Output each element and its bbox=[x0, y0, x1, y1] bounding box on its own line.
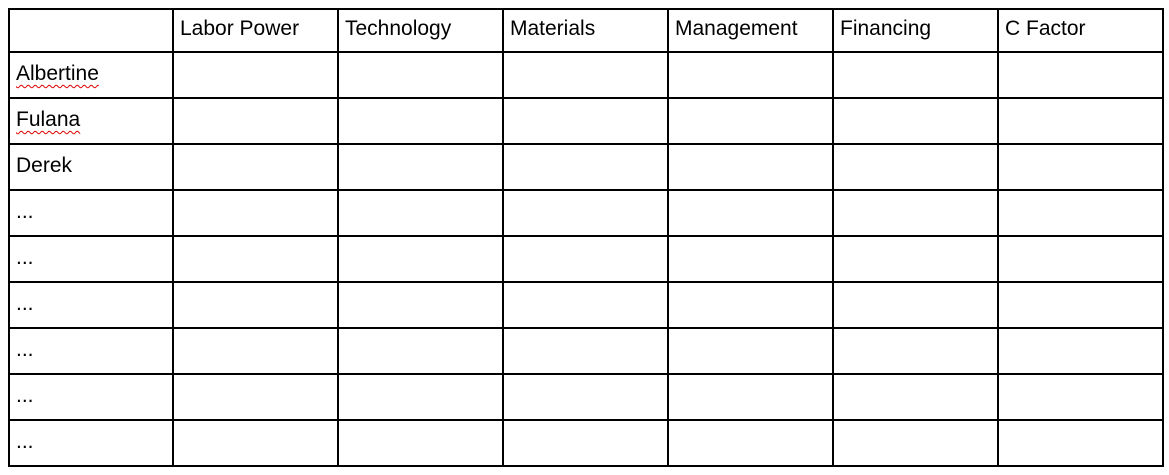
data-cell[interactable] bbox=[667, 51, 834, 99]
data-cell[interactable] bbox=[997, 327, 1164, 375]
data-cell[interactable] bbox=[502, 51, 669, 99]
data-cell[interactable] bbox=[997, 51, 1164, 99]
data-cell[interactable] bbox=[337, 235, 504, 283]
header-cell-management[interactable]: Management bbox=[667, 8, 834, 53]
data-cell[interactable] bbox=[667, 143, 834, 191]
data-cell[interactable] bbox=[172, 51, 339, 99]
data-cell[interactable] bbox=[997, 143, 1164, 191]
data-cell[interactable] bbox=[997, 419, 1164, 467]
data-cell[interactable] bbox=[502, 143, 669, 191]
row-label-cell[interactable]: ... bbox=[8, 373, 174, 421]
data-cell[interactable] bbox=[172, 235, 339, 283]
data-cell[interactable] bbox=[337, 281, 504, 329]
row-label-text: ... bbox=[16, 430, 34, 453]
row-label-text: ... bbox=[16, 338, 34, 361]
row-label-cell[interactable]: ... bbox=[8, 281, 174, 329]
header-cell-financing[interactable]: Financing bbox=[832, 8, 999, 53]
data-cell[interactable] bbox=[667, 189, 834, 237]
row-label-cell[interactable]: ... bbox=[8, 189, 174, 237]
data-cell[interactable] bbox=[667, 97, 834, 145]
header-cell-c-factor[interactable]: C Factor bbox=[997, 8, 1164, 53]
row-label-text: Fulana bbox=[16, 108, 81, 131]
data-cell[interactable] bbox=[667, 373, 834, 421]
row-label-text: ... bbox=[16, 384, 34, 407]
data-cell[interactable] bbox=[502, 327, 669, 375]
data-cell[interactable] bbox=[997, 373, 1164, 421]
data-cell[interactable] bbox=[337, 143, 504, 191]
row-label-cell[interactable]: ... bbox=[8, 419, 174, 467]
data-cell[interactable] bbox=[337, 327, 504, 375]
row-label-cell[interactable]: Albertine bbox=[8, 51, 174, 99]
header-cell-labor-power[interactable]: Labor Power bbox=[172, 8, 339, 53]
data-cell[interactable] bbox=[502, 419, 669, 467]
data-cell[interactable] bbox=[502, 373, 669, 421]
data-cell[interactable] bbox=[997, 189, 1164, 237]
row-label-text: ... bbox=[16, 292, 34, 315]
data-cell[interactable] bbox=[832, 143, 999, 191]
data-cell[interactable] bbox=[337, 189, 504, 237]
table-row-derek: Derek bbox=[8, 143, 1164, 191]
data-cell[interactable] bbox=[667, 281, 834, 329]
data-cell[interactable] bbox=[172, 327, 339, 375]
header-cell-materials[interactable]: Materials bbox=[502, 8, 669, 53]
row-label-text: Albertine bbox=[16, 62, 99, 85]
table-header-row: Labor Power Technology Materials Managem… bbox=[8, 8, 1164, 53]
data-cell[interactable] bbox=[667, 235, 834, 283]
data-cell[interactable] bbox=[172, 189, 339, 237]
data-cell[interactable] bbox=[832, 281, 999, 329]
row-label-cell[interactable]: Fulana bbox=[8, 97, 174, 145]
data-cell[interactable] bbox=[502, 97, 669, 145]
factors-table: Labor Power Technology Materials Managem… bbox=[8, 8, 1164, 467]
table-row-ellipsis: ... bbox=[8, 189, 1164, 237]
data-cell[interactable] bbox=[337, 419, 504, 467]
data-cell[interactable] bbox=[502, 189, 669, 237]
data-cell[interactable] bbox=[172, 97, 339, 145]
data-cell[interactable] bbox=[832, 189, 999, 237]
header-cell-technology[interactable]: Technology bbox=[337, 8, 504, 53]
header-cell-blank[interactable] bbox=[8, 8, 174, 53]
data-cell[interactable] bbox=[832, 373, 999, 421]
data-cell[interactable] bbox=[172, 143, 339, 191]
data-cell[interactable] bbox=[832, 327, 999, 375]
data-cell[interactable] bbox=[337, 51, 504, 99]
data-cell[interactable] bbox=[997, 235, 1164, 283]
data-cell[interactable] bbox=[997, 281, 1164, 329]
row-label-text: ... bbox=[16, 200, 34, 223]
table-row-ellipsis: ... bbox=[8, 373, 1164, 421]
row-label-text: ... bbox=[16, 246, 34, 269]
data-cell[interactable] bbox=[172, 373, 339, 421]
row-label-cell[interactable]: Derek bbox=[8, 143, 174, 191]
table-row-albertine: Albertine bbox=[8, 51, 1164, 99]
data-cell[interactable] bbox=[502, 281, 669, 329]
data-cell[interactable] bbox=[832, 235, 999, 283]
table-row-ellipsis: ... bbox=[8, 327, 1164, 375]
row-label-text: Derek bbox=[16, 154, 73, 177]
data-cell[interactable] bbox=[997, 97, 1164, 145]
data-cell[interactable] bbox=[832, 97, 999, 145]
row-label-cell[interactable]: ... bbox=[8, 235, 174, 283]
data-cell[interactable] bbox=[172, 419, 339, 467]
table-row-fulana: Fulana bbox=[8, 97, 1164, 145]
data-cell[interactable] bbox=[502, 235, 669, 283]
table-row-ellipsis: ... bbox=[8, 419, 1164, 467]
data-cell[interactable] bbox=[172, 281, 339, 329]
data-cell[interactable] bbox=[832, 51, 999, 99]
data-cell[interactable] bbox=[832, 419, 999, 467]
data-cell[interactable] bbox=[337, 373, 504, 421]
data-cell[interactable] bbox=[667, 327, 834, 375]
table-row-ellipsis: ... bbox=[8, 235, 1164, 283]
data-cell[interactable] bbox=[667, 419, 834, 467]
row-label-cell[interactable]: ... bbox=[8, 327, 174, 375]
data-cell[interactable] bbox=[337, 97, 504, 145]
table-row-ellipsis: ... bbox=[8, 281, 1164, 329]
